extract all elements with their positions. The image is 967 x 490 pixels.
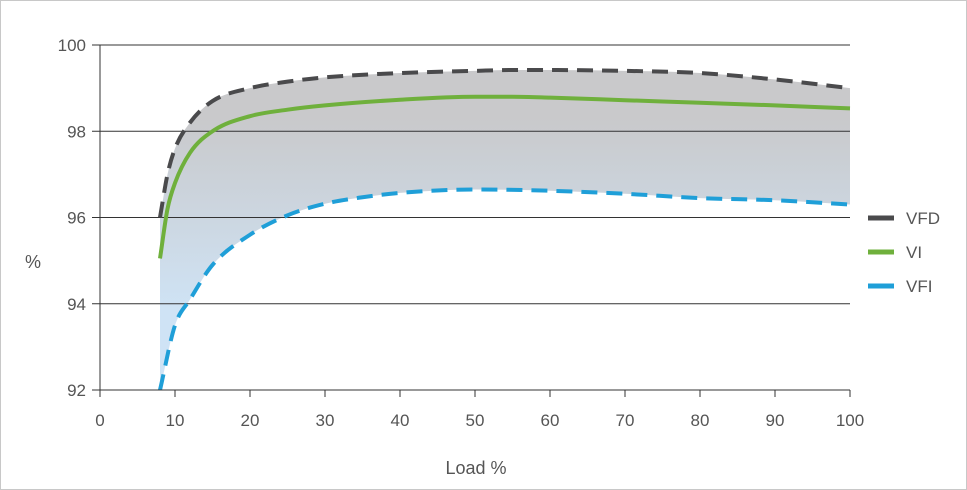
series-layer [158,68,851,391]
x-tick-label: 40 [391,411,410,430]
x-tick-label: 0 [95,411,104,430]
y-tick-label: 98 [67,122,86,141]
shaded-band-layer [160,70,850,390]
y-tick-label: 96 [67,209,86,228]
legend-label-vfd: VFD [906,209,940,228]
x-tick-label: 60 [541,411,560,430]
x-tick-label: 20 [241,411,260,430]
y-tick-label: 94 [67,295,86,314]
x-tick-label: 90 [766,411,785,430]
x-tick-label: 30 [316,411,335,430]
y-tick-label: 92 [67,381,86,400]
axis-layer: 92 94 96 98 100 0 10 20 30 40 50 60 70 80 90 100 [58,36,865,430]
y-axis-label: % [25,252,41,272]
x-tick-label: 10 [166,411,185,430]
x-tick-label: 80 [691,411,710,430]
shaded-band [160,70,850,390]
x-tick-label: 50 [466,411,485,430]
series-line-vi [158,94,851,259]
series-line-vfi [158,187,851,391]
legend-label-vi: VI [906,243,922,262]
series-line-vfd [158,68,851,218]
x-tick-label: 70 [616,411,635,430]
legend-label-vfi: VFI [906,277,932,296]
y-tick-label: 100 [58,36,86,55]
legend: VFD VI VFI [868,209,940,296]
x-tick-label: 100 [836,411,864,430]
x-axis-label: Load % [445,458,506,478]
